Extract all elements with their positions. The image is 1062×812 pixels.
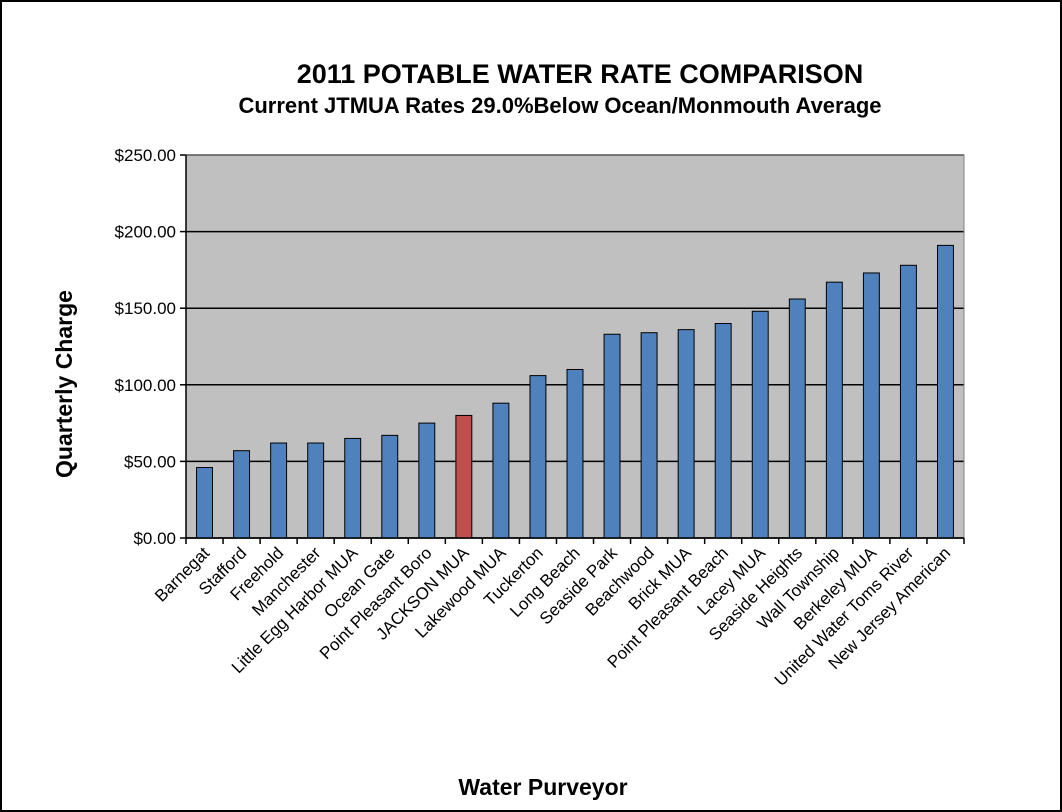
y-tick-label: $100.00 [115,376,176,395]
y-tick-label: $50.00 [124,452,176,471]
bar [788,298,806,539]
y-axis: $0.00 $50.00 $100.00 $150.00 $200.00 $250.00 [115,146,187,548]
bar [529,375,547,539]
bar [196,467,213,539]
bar [492,402,510,539]
y-tick-label: $250.00 [115,146,176,165]
bar [899,264,917,539]
y-tick-label: $150.00 [115,299,176,318]
bar [825,281,843,539]
bar [307,442,325,539]
bar [640,332,658,539]
bar [270,442,288,539]
bars [196,244,954,539]
bar [455,414,473,539]
chart-title: 2011 POTABLE WATER RATE COMPARISON [297,59,864,89]
x-axis-title: Water Purveyor [458,774,627,800]
bar [751,310,769,539]
bar [677,329,695,539]
bar [381,434,399,539]
bar [344,437,362,539]
bar [233,450,251,539]
bar [603,333,621,539]
bar [566,368,584,539]
bar [714,323,732,539]
bar [418,422,436,539]
bar [937,244,954,539]
chart-subtitle: Current JTMUA Rates 29.0%Below Ocean/Mon… [238,93,881,118]
y-tick-label: $200.00 [115,223,176,242]
bar [862,272,880,539]
y-tick-label: $0.00 [133,529,176,548]
y-axis-title: Quarterly Charge [51,290,77,478]
